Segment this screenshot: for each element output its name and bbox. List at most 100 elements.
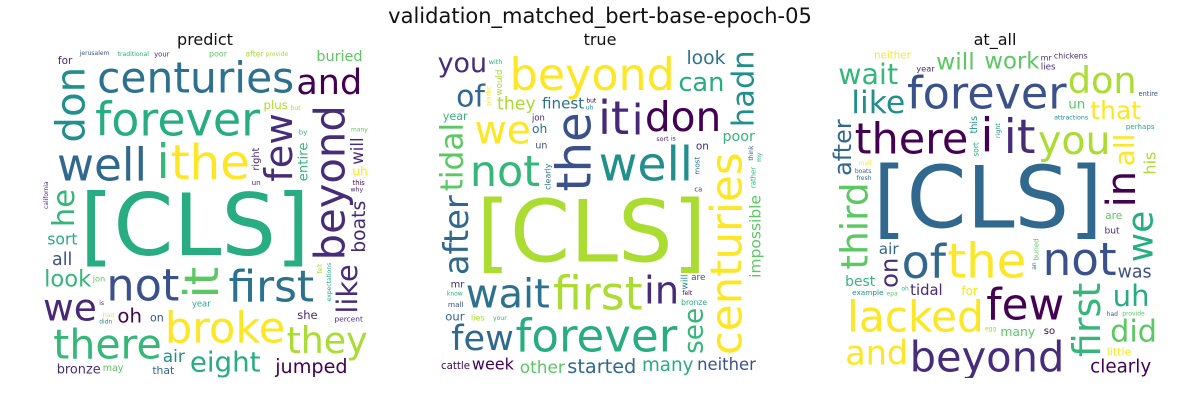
wordcloud-word: year [443, 110, 468, 123]
wordcloud-word: well [599, 138, 693, 193]
wordcloud-word: expectations [326, 263, 333, 302]
wordcloud-word: his [1140, 152, 1159, 175]
wordcloud-word: right [251, 147, 262, 170]
wordcloud-word: it [175, 267, 230, 299]
wordcloud-word: it [1004, 110, 1036, 165]
wordcloud-word: beyond [510, 50, 675, 101]
wordcloud-word: oh [901, 285, 909, 292]
wordcloud-word: best [845, 274, 876, 290]
wordcloud-word: not [106, 260, 179, 312]
wordcloud-word: [CLS] [476, 182, 706, 282]
wordcloud-word: think [748, 145, 755, 161]
wordcloud-word: finest [542, 95, 584, 113]
wordcloud-word: we [43, 286, 97, 330]
wordcloud-word: oh [532, 122, 547, 136]
wordcloud-word: uh [352, 165, 367, 179]
wordcloud-word: attractions [1054, 115, 1088, 122]
wordcloud-word: uh [586, 105, 594, 112]
wordcloud-word: she [297, 308, 317, 322]
wordcloud-word: but [1104, 227, 1120, 237]
wordcloud-word: jerusalem [79, 50, 110, 57]
wordcloud-word: like [330, 264, 364, 313]
wordcloud-word: plastic [486, 86, 493, 106]
wordcloud-word: your [493, 315, 507, 322]
wordcloud-word: all [52, 250, 72, 270]
wordcloud-word: first [229, 261, 315, 312]
wordcloud-word: broke [165, 304, 285, 354]
wordcloud-word: the [947, 234, 1026, 290]
wordcloud-word: example [852, 288, 884, 297]
wordcloud-word: look [44, 266, 92, 292]
wordcloud-word: bronze [681, 298, 707, 307]
wordcloud-word: many [351, 126, 368, 133]
wordcloud-word: mr [451, 279, 466, 290]
wordcloud-word: is [99, 300, 104, 307]
wordcloud-word: are [1105, 210, 1122, 222]
wordcloud-word: it [598, 92, 629, 146]
wordcloud-word: did [1110, 315, 1157, 350]
wordcloud-word: forever [95, 93, 260, 147]
wordcloud-word: jon [92, 273, 105, 283]
wordcloud-word: sort [972, 142, 981, 157]
wordcloud-word: poor [722, 129, 755, 145]
wordcloud-word: [CLS] [80, 176, 310, 276]
wordcloud-word: un [252, 178, 261, 187]
wordcloud-word: wait [466, 272, 550, 318]
wordcloud-word: clearly [544, 163, 553, 190]
wordcloud-word: was [1118, 263, 1152, 283]
wordcloud-word: jon [531, 113, 545, 123]
wordcloud-word: epa [887, 291, 899, 298]
wordcloud-word: can [678, 68, 724, 98]
wordcloud-word: most [693, 157, 702, 175]
panel-title-true: true [583, 30, 617, 49]
wordcloud-word: for [58, 55, 73, 67]
wordcloud-word: like [851, 85, 905, 121]
wordcloud-at-all: [CLS]the iti of not forever few there lackedbey… [830, 48, 1160, 378]
wordcloud-word: they [287, 319, 368, 362]
wordcloud-word: you [1038, 118, 1111, 164]
wordcloud-word: clearly [1090, 357, 1151, 378]
wordcloud-word: an [1031, 262, 1038, 270]
wordcloud-word: we [475, 109, 531, 154]
wordcloud-word: why [350, 187, 363, 194]
wordcloud-word: perhaps [1126, 122, 1155, 131]
wordcloud-word: centuries [97, 54, 294, 103]
wordcloud-word: had [103, 311, 115, 319]
wordcloud-word: are [691, 273, 705, 283]
wordcloud-word: un [535, 140, 547, 151]
wordcloud-word: first [1065, 283, 1109, 357]
wordcloud-word: entire [1139, 90, 1158, 98]
wordcloud-word: will [936, 48, 975, 75]
wordcloud-word: don [1068, 59, 1137, 102]
wordcloud-word: poor [209, 50, 228, 59]
wordcloud-word: other [520, 357, 565, 377]
wordcloud-word: uh [1113, 279, 1150, 313]
wordcloud-word: that [1090, 96, 1141, 125]
wordcloud-word: but [291, 105, 302, 112]
wordcloud-word: after [437, 195, 476, 275]
wordcloud-word: many [642, 355, 694, 376]
wordcloud-word: this [353, 179, 366, 187]
wordcloud-word: un [1068, 97, 1085, 113]
wordcloud-word: that [152, 364, 174, 377]
wordcloud-word: the [171, 135, 250, 191]
wordcloud-word: few [986, 279, 1064, 330]
wordcloud-word: mr [1041, 54, 1053, 63]
wordcloud-word: sort [656, 136, 669, 143]
wordcloud-word: sort [47, 229, 77, 248]
wordcloud-word: boats [349, 201, 370, 253]
wordcloud-word: forever [907, 69, 1067, 120]
wordcloud-word: provide [266, 51, 289, 58]
wordcloud-word: mall [859, 160, 872, 167]
wordcloud-word: beyond [910, 332, 1065, 378]
wordcloud-word: buried [1033, 239, 1041, 261]
wordcloud-word: i [157, 136, 170, 190]
wordcloud-word: work [984, 48, 1040, 74]
wordcloud-word: after [245, 50, 264, 59]
wordcloud-word: neither [874, 50, 912, 62]
wordcloud-word: they [497, 94, 536, 114]
wordcloud-word: may [103, 363, 124, 374]
wordcloud-word: on [150, 312, 164, 325]
wordcloud-word: i [632, 95, 644, 144]
